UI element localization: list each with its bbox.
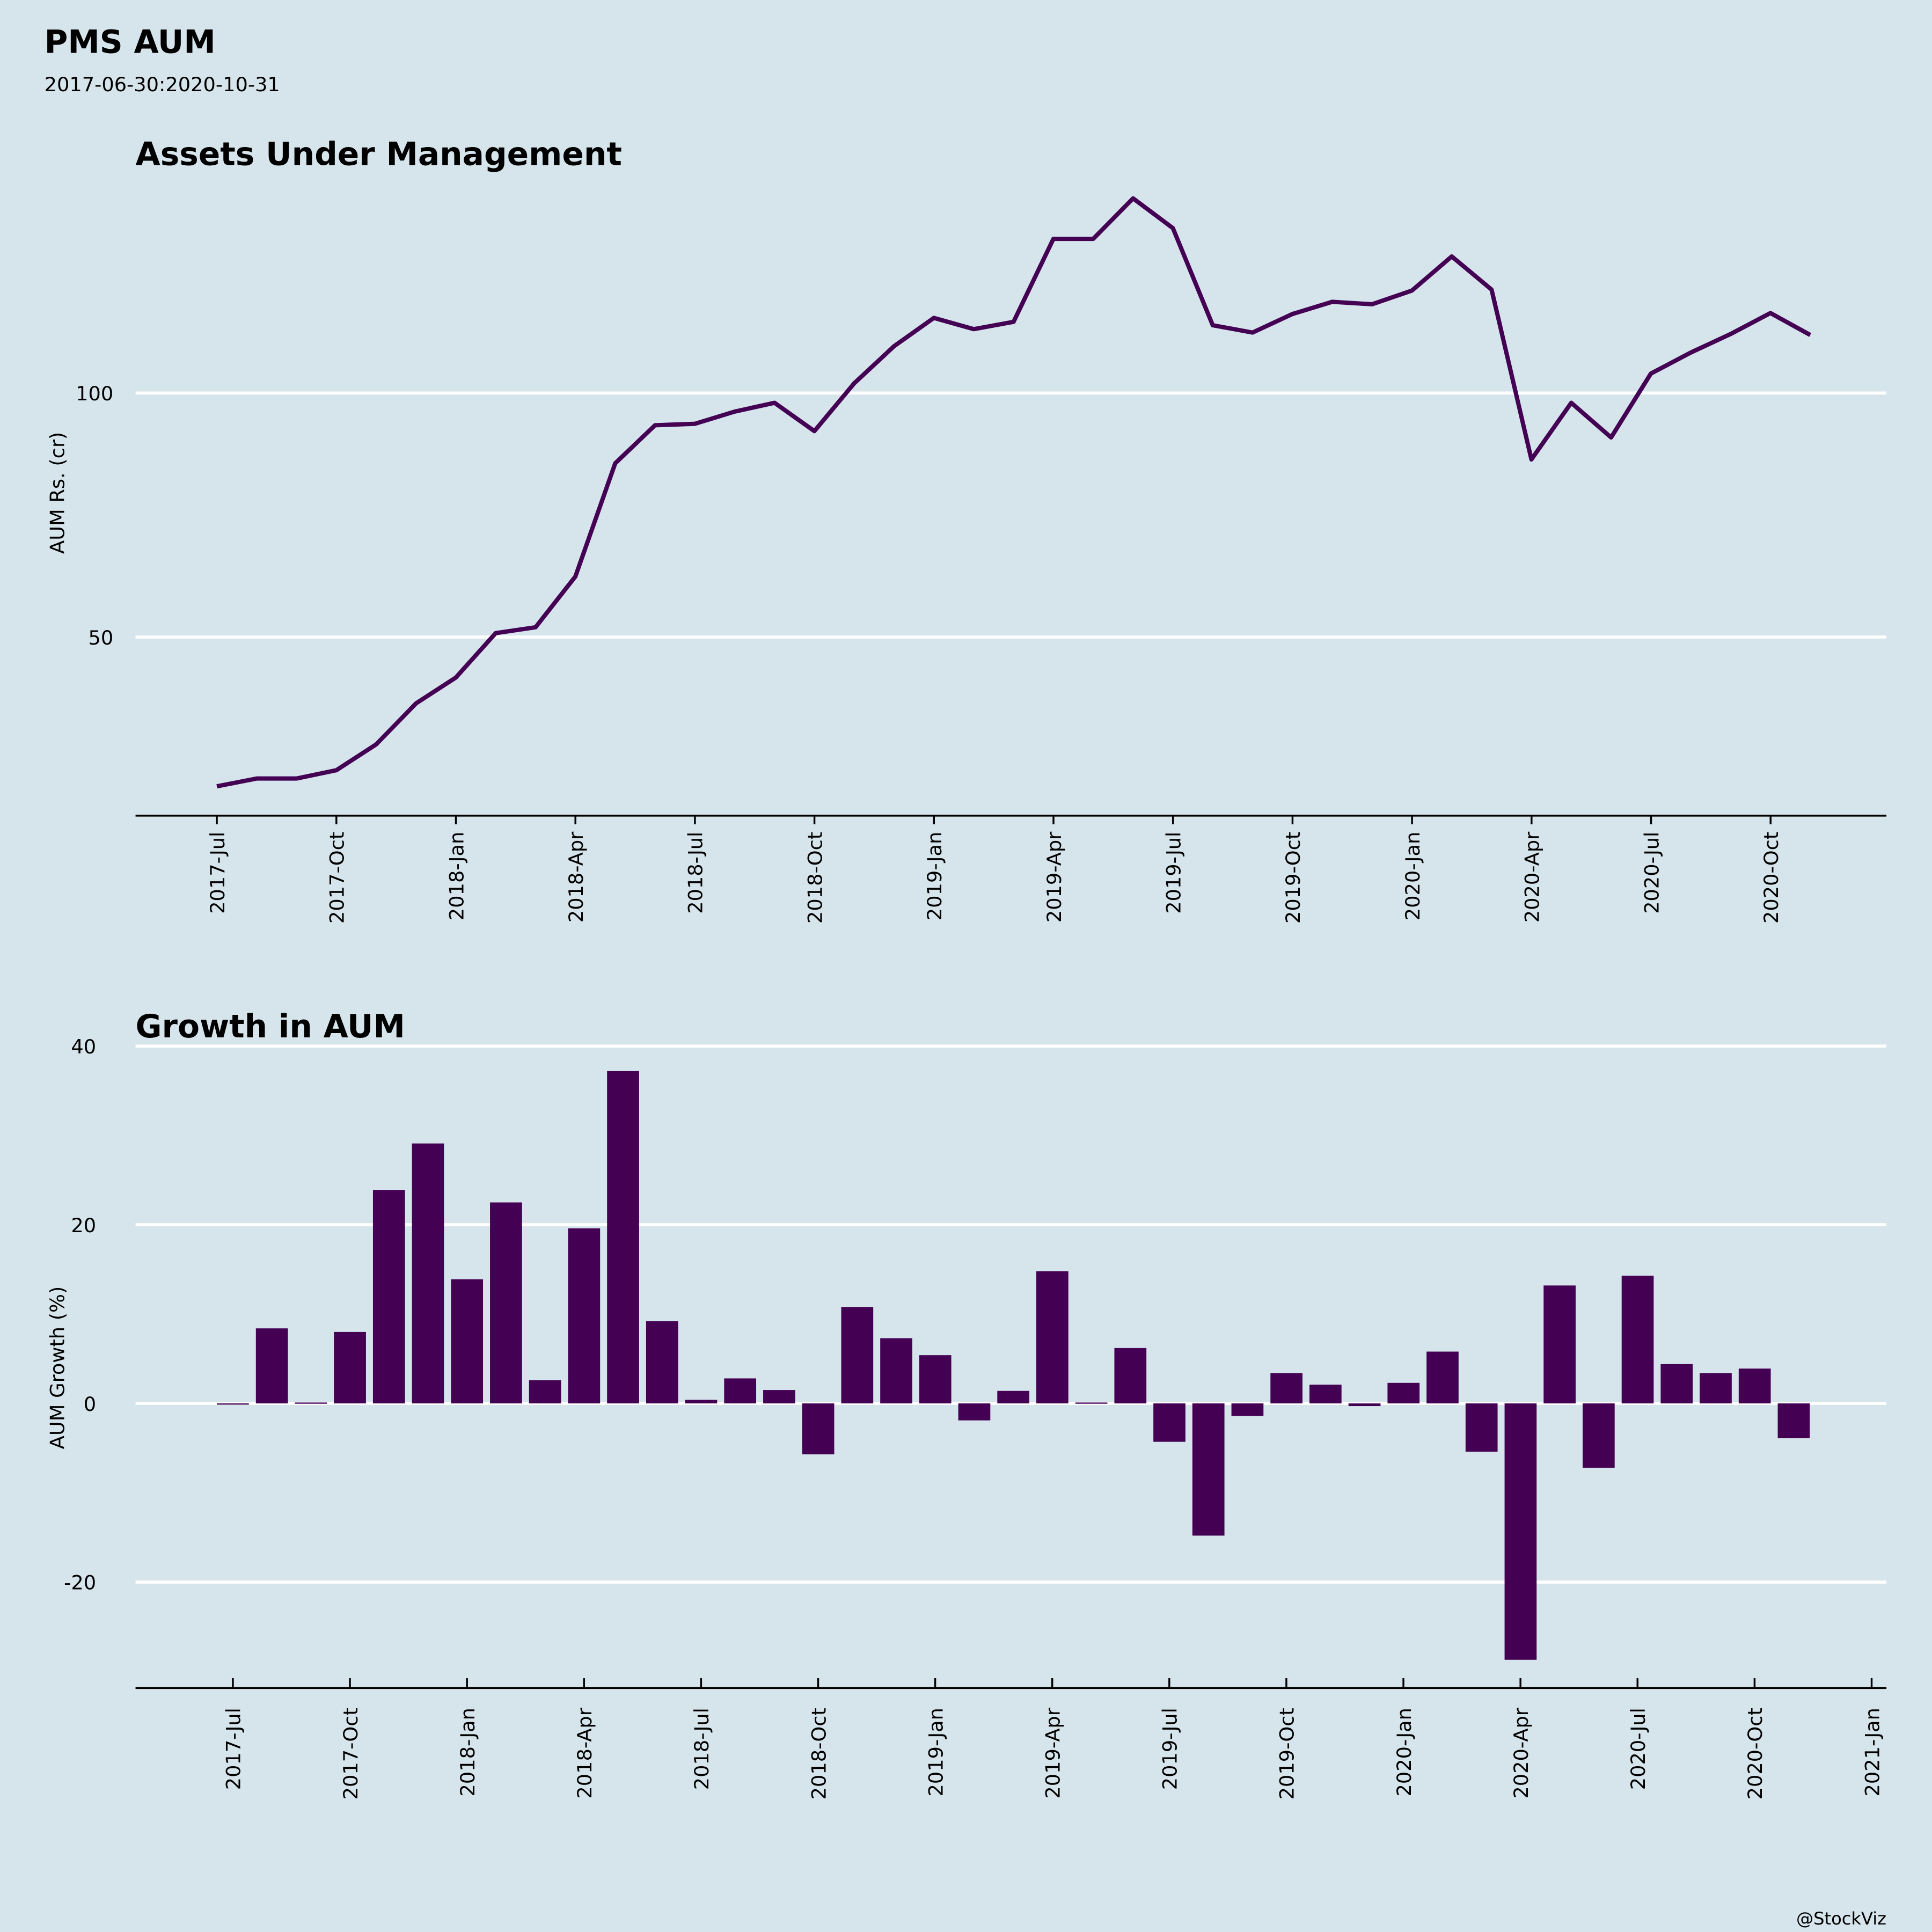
growth-bar (334, 1331, 366, 1404)
growth-bar (1036, 1271, 1069, 1404)
growth-bar (217, 1403, 249, 1405)
y-tick-label: -20 (64, 1571, 96, 1594)
growth-bar (607, 1071, 639, 1404)
x-tick-label: 2020-Jul (1640, 832, 1663, 914)
growth-bar (763, 1390, 795, 1404)
x-tick-label: 2019-Jul (1159, 1708, 1182, 1790)
growth-bar (1426, 1351, 1459, 1404)
x-tick-label: 2020-Jul (1627, 1708, 1650, 1790)
y-tick-label: 100 (76, 382, 113, 405)
chart-title-aum: Assets Under Management (136, 136, 622, 173)
growth-bar (1543, 1285, 1576, 1404)
x-tick-label: 2020-Oct (1760, 832, 1783, 924)
page-title: PMS AUM (45, 24, 216, 61)
growth-bar (1621, 1276, 1654, 1404)
growth-bar (1348, 1403, 1381, 1407)
x-tick-label: 2020-Oct (1744, 1708, 1767, 1799)
x-tick-label: 2018-Apr (565, 831, 588, 923)
growth-bar (724, 1378, 757, 1404)
growth-bar (958, 1403, 991, 1421)
growth-bar (1231, 1403, 1264, 1416)
growth-bar (1192, 1403, 1225, 1536)
growth-bar (529, 1380, 561, 1404)
growth-bar (1777, 1403, 1810, 1438)
growth-bar (1075, 1402, 1108, 1404)
y-tick-label: 0 (84, 1393, 96, 1416)
y-axis-label-aum: AUM Rs. (cr) (46, 432, 69, 554)
chart-title-growth: Growth in AUM (136, 1008, 405, 1045)
x-tick-label: 2018-Jan (456, 1708, 479, 1796)
growth-bar (880, 1338, 912, 1404)
x-tick-label: 2018-Oct (803, 832, 826, 924)
y-tick-label: 20 (71, 1214, 96, 1237)
x-tick-label: 2018-Jan (445, 832, 468, 920)
x-tick-label: 2019-Apr (1041, 1707, 1064, 1798)
growth-bar (1270, 1373, 1302, 1404)
growth-bar (1582, 1403, 1615, 1468)
x-tick-label: 2019-Jan (923, 832, 946, 920)
growth-bar (1153, 1403, 1185, 1442)
growth-bar (1309, 1385, 1342, 1404)
aum-series-line (216, 196, 1812, 789)
growth-bar (646, 1321, 678, 1404)
growth-bar (841, 1307, 874, 1404)
growth-bar (802, 1403, 835, 1454)
growth-bar (997, 1391, 1030, 1404)
growth-bar (1387, 1382, 1420, 1404)
x-tick-label: 2021-Jan (1861, 1708, 1884, 1796)
growth-bar (295, 1402, 327, 1404)
x-tick-label: 2017-Jul (206, 832, 229, 914)
y-tick-label: 40 (71, 1035, 96, 1058)
x-tick-label: 2017-Oct (326, 832, 349, 924)
growth-bar (919, 1355, 952, 1404)
growth-bar (412, 1143, 444, 1404)
credit-text: @StockViz (1796, 1908, 1886, 1929)
x-tick-label: 2018-Jul (684, 832, 707, 914)
growth-bar (1738, 1368, 1771, 1404)
growth-bar (1504, 1403, 1537, 1660)
growth-bar (490, 1202, 522, 1404)
growth-bar (1700, 1373, 1732, 1404)
aum-line-chart: 50 100 2017-Jul 2017-Oct 2018-Jan 2018-Apr 201… (76, 196, 1887, 924)
growth-bar (568, 1228, 601, 1404)
growth-bar (685, 1400, 718, 1404)
x-tick-label: 2019-Jan (924, 1708, 947, 1796)
growth-bar (451, 1279, 484, 1404)
x-tick-label: 2020-Jan (1393, 1708, 1416, 1796)
growth-bar (1114, 1348, 1147, 1404)
x-tick-label: 2019-Jul (1162, 832, 1185, 914)
x-tick-label: 2017-Jul (222, 1708, 245, 1790)
x-tick-label: 2018-Jul (690, 1708, 713, 1790)
x-tick-label: 2018-Oct (807, 1708, 830, 1799)
growth-bar (1660, 1364, 1693, 1404)
y-axis-label-growth: AUM Growth (%) (46, 1286, 69, 1449)
y-tick-label: 50 (88, 626, 113, 649)
x-tick-label: 2018-Apr (573, 1707, 596, 1798)
x-tick-label: 2019-Oct (1276, 1708, 1299, 1799)
growth-bar (1465, 1403, 1498, 1452)
x-tick-label: 2017-Oct (339, 1708, 362, 1799)
growth-bar (255, 1328, 288, 1404)
growth-bar-chart: -20 0 20 40 2017-Jul 2017-Oct 2018-Jan 2018-Apr… (64, 1035, 1887, 1799)
page-subtitle: 2017-06-30:2020-10-31 (45, 73, 280, 96)
x-tick-label: 2019-Oct (1282, 832, 1305, 924)
x-tick-label: 2020-Jan (1401, 832, 1424, 920)
growth-bar (372, 1190, 405, 1404)
x-tick-label: 2020-Apr (1521, 831, 1544, 923)
x-tick-label: 2019-Apr (1043, 831, 1066, 923)
x-tick-label: 2020-Apr (1510, 1707, 1533, 1798)
